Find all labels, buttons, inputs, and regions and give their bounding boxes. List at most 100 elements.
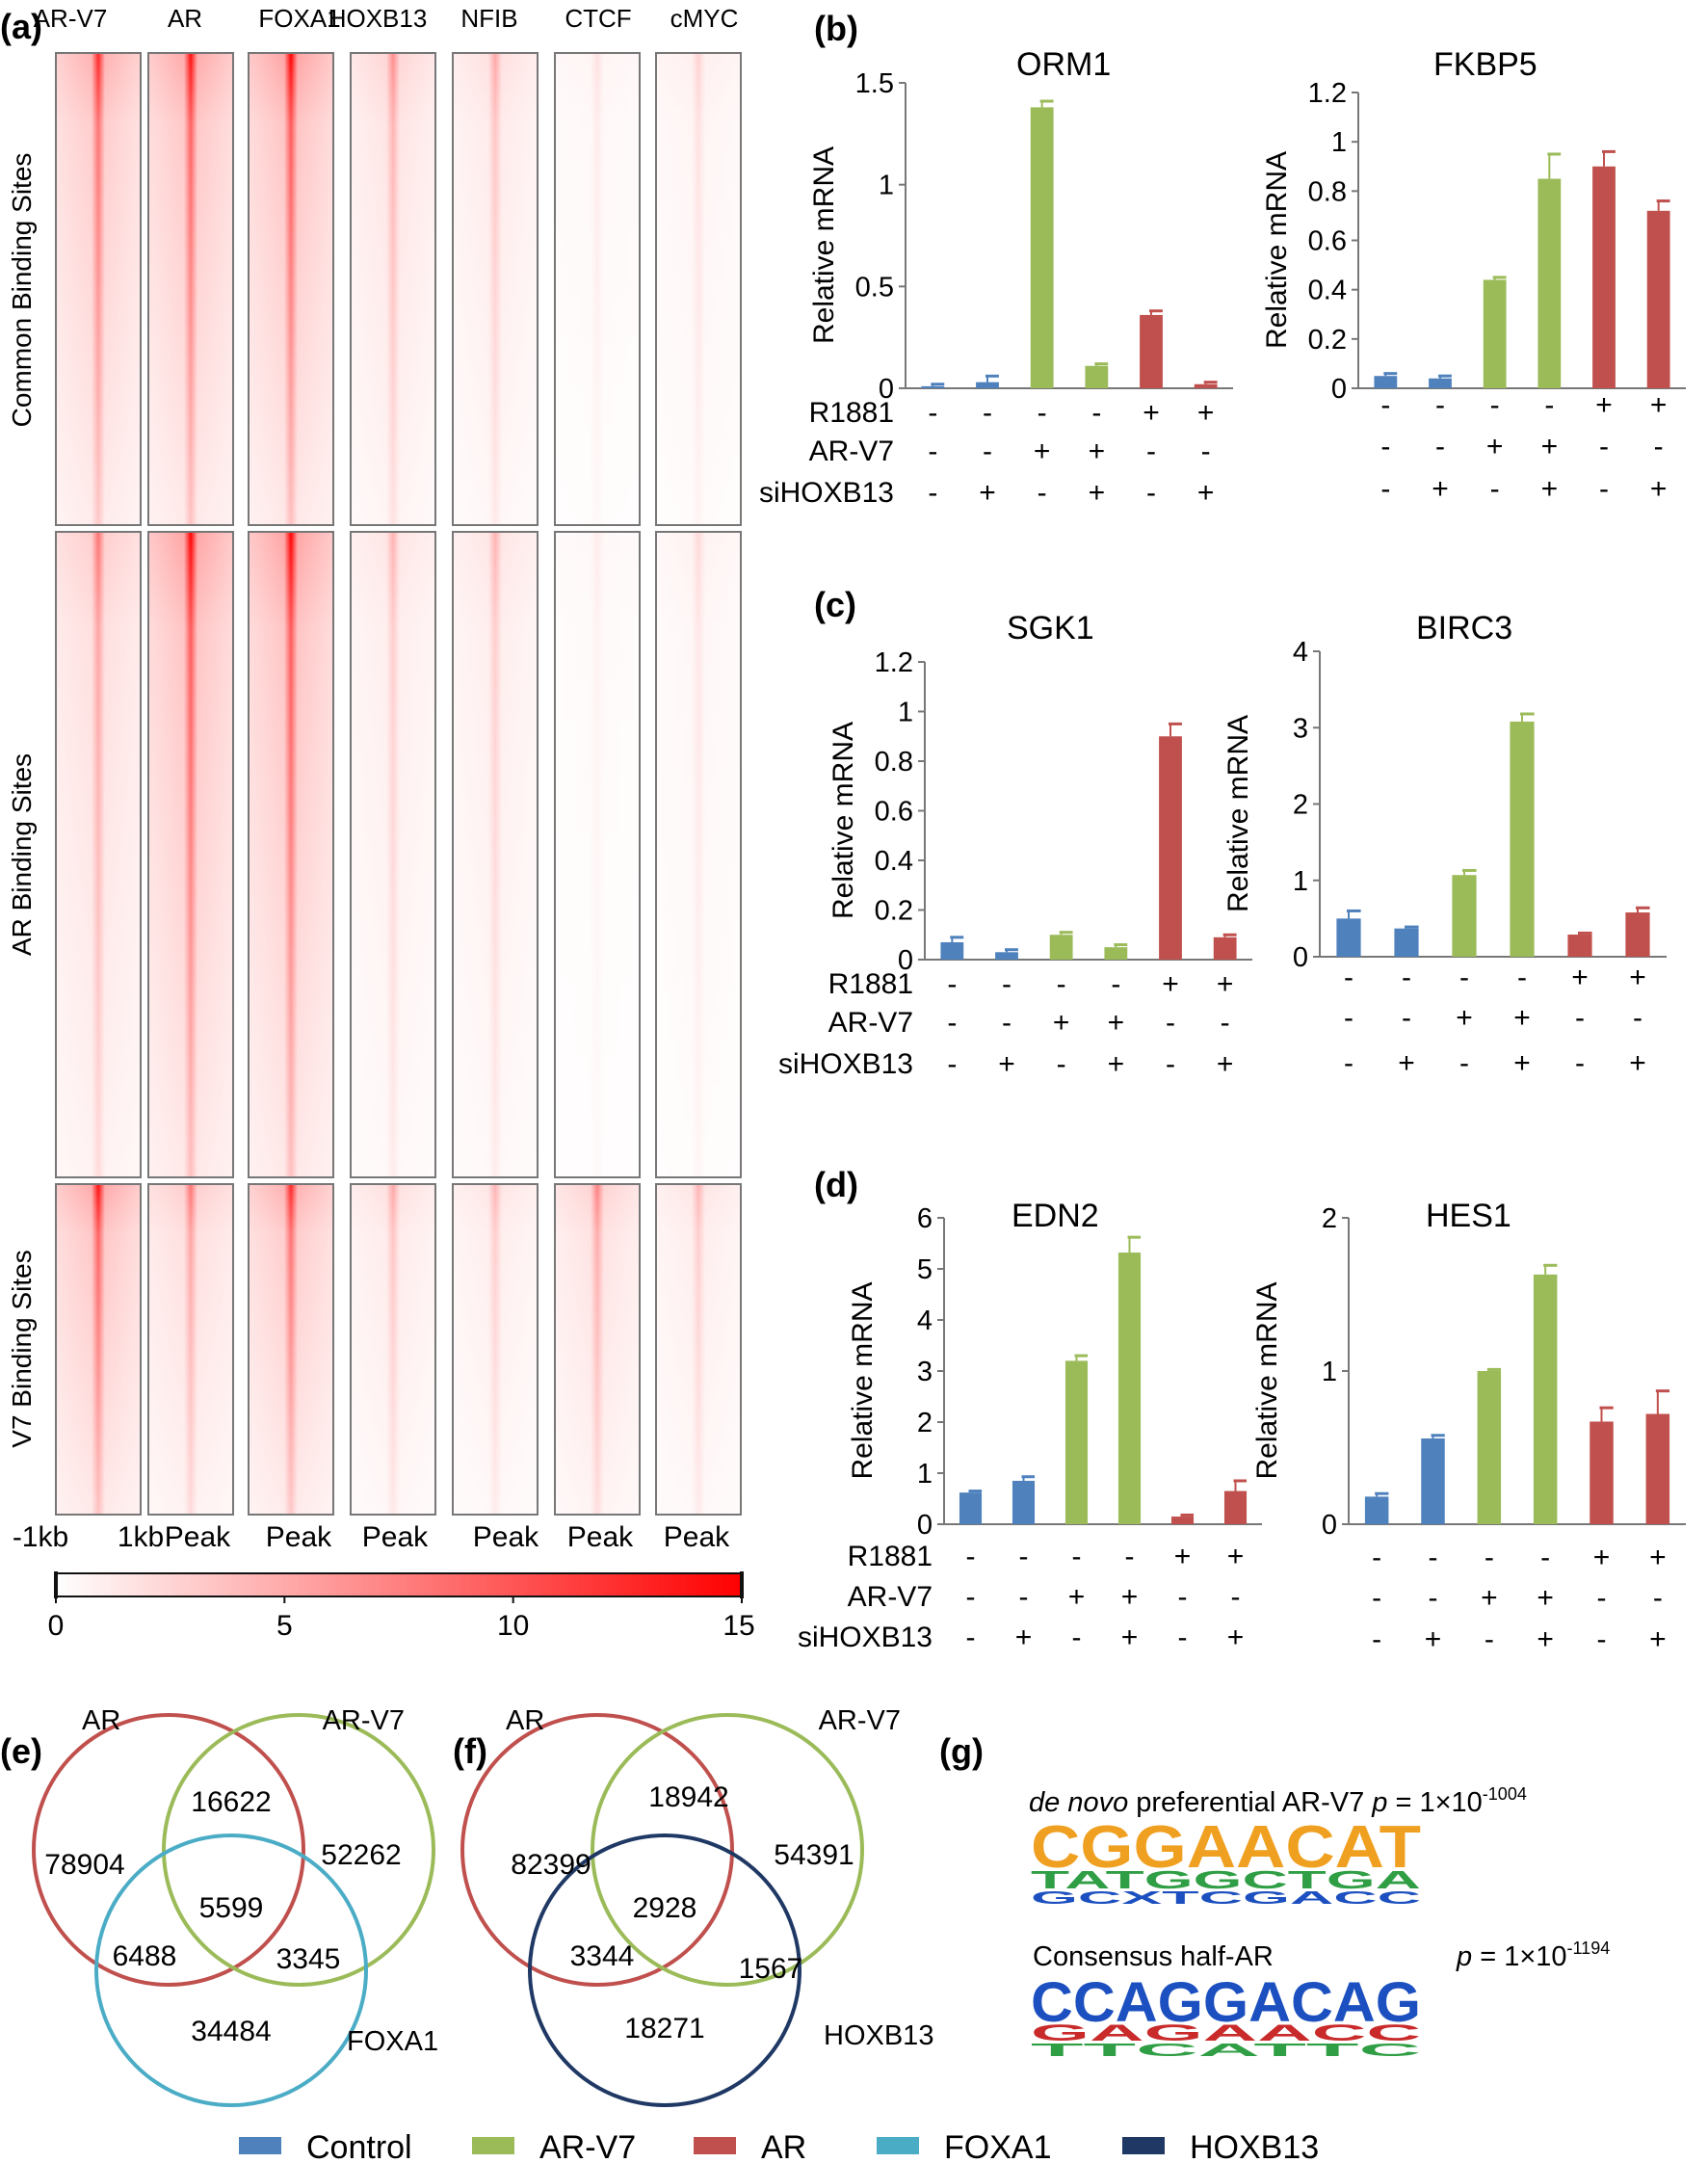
condition-sign: - — [1575, 1047, 1585, 1079]
heatmap-cell-border — [554, 531, 641, 1178]
heatmap-column-label: NFIB — [460, 4, 517, 33]
motif-top-title-italic: de novo — [1029, 1787, 1128, 1818]
y-tick-label: 2 — [917, 1408, 933, 1438]
condition-sign: + — [1432, 473, 1449, 505]
motif-top-title: de novo preferential AR-V7 p = 1×10-1004 — [1029, 1784, 1527, 1818]
condition-sign: + — [1197, 397, 1215, 429]
condition-sign: + — [1425, 1623, 1442, 1655]
heatmap-cell-border — [350, 52, 436, 526]
chart-title: SGK1 — [1007, 610, 1094, 646]
bar — [1429, 378, 1452, 388]
condition-sign: - — [1372, 1582, 1381, 1614]
condition-sign: - — [1429, 1582, 1438, 1614]
venn-set-label: AR — [82, 1705, 120, 1736]
condition-sign: + — [979, 477, 996, 509]
condition-sign: + — [998, 1048, 1015, 1080]
panel-label-b: (b) — [814, 9, 858, 48]
condition-sign: - — [983, 435, 992, 467]
heatmap-cell-border — [147, 531, 234, 1178]
condition-sign: - — [1178, 1622, 1188, 1653]
condition-sign: - — [1380, 389, 1390, 421]
panel-label-d: (d) — [814, 1165, 858, 1204]
venn-circle — [591, 1713, 864, 1987]
motif-top-p-label: p — [1371, 1787, 1387, 1818]
heatmap-x-label: Peak — [664, 1521, 730, 1553]
y-tick-label: 1 — [1322, 1357, 1337, 1387]
y-tick-label: 2 — [1293, 790, 1308, 821]
heatmap-cell-border — [350, 531, 436, 1178]
condition-sign: - — [1654, 431, 1664, 462]
heatmap-column-label: AR — [168, 4, 202, 33]
y-tick-label: 2 — [1322, 1203, 1337, 1234]
condition-sign: + — [1481, 1582, 1498, 1614]
heatmap-x-label: Peak — [567, 1521, 634, 1553]
heatmap-cell-border — [655, 1183, 742, 1516]
condition-sign: - — [928, 477, 937, 509]
condition-sign: + — [1108, 1007, 1125, 1039]
y-axis-label: Relative mRNA — [1222, 715, 1254, 912]
condition-sign: + — [1650, 473, 1668, 505]
bar — [1567, 935, 1592, 957]
venn-region-count: 18271 — [624, 2013, 704, 2044]
condition-sign: - — [1459, 962, 1469, 993]
heatmap-cell-fade — [148, 53, 233, 525]
condition-label: siHOXB13 — [759, 477, 894, 509]
motif-bottom-logo: CCAGGACAG GAGAACC TTCATTC — [1031, 1971, 1421, 2060]
heatmap-cell-border — [248, 531, 334, 1178]
condition-sign: - — [1575, 1002, 1585, 1034]
venn-set-label: FOXA1 — [347, 2026, 438, 2057]
heatmap-x-label: 1kb — [118, 1521, 164, 1553]
y-tick-label: 3 — [1293, 713, 1308, 744]
bar — [1030, 107, 1054, 389]
bar — [1064, 1360, 1089, 1524]
y-axis-label: Relative mRNA — [828, 722, 859, 919]
legend-swatch — [239, 2137, 281, 2154]
y-tick-label: 6 — [917, 1203, 933, 1234]
y-tick-label: 0.2 — [875, 896, 913, 927]
venn-region-count: 82399 — [511, 1849, 591, 1881]
condition-sign: - — [1485, 1542, 1494, 1573]
bar — [1117, 1253, 1142, 1524]
venn-set-label: AR — [506, 1705, 544, 1736]
condition-sign: - — [1435, 389, 1445, 421]
chart-title: EDN2 — [1012, 1198, 1099, 1234]
heatmap-cell-fade — [56, 1184, 141, 1515]
y-tick-label: 0.2 — [1308, 325, 1347, 356]
bar — [1452, 875, 1477, 957]
heatmap-cell-fade — [656, 532, 741, 1177]
condition-sign: - — [1380, 431, 1390, 462]
y-tick-label: 1.2 — [875, 647, 913, 678]
condition-sign: - — [1166, 1007, 1175, 1039]
condition-sign: - — [1485, 1623, 1494, 1655]
colorbar-tick-label: 10 — [497, 1610, 529, 1642]
motif-top-p-value: = 1×10 — [1387, 1787, 1482, 1818]
bar — [1213, 936, 1237, 960]
chart-title: FKBP5 — [1433, 46, 1537, 83]
legend-label: FOXA1 — [944, 2129, 1051, 2163]
condition-sign: - — [1372, 1623, 1381, 1655]
venn-region-count: 1567 — [739, 1953, 803, 1985]
heatmap-x-label: Peak — [165, 1521, 231, 1553]
bar — [1159, 736, 1182, 960]
condition-sign: - — [1459, 1047, 1469, 1079]
heatmap-cell-border — [55, 531, 142, 1178]
panel-label-e: (e) — [0, 1731, 42, 1771]
condition-sign: - — [1166, 1048, 1175, 1080]
y-tick-label: 1.2 — [1308, 78, 1347, 109]
panel-label-g: (g) — [939, 1731, 984, 1771]
condition-sign: - — [1221, 1007, 1230, 1039]
panel-label-a: (a) — [0, 7, 42, 46]
y-tick-label: 5 — [917, 1254, 933, 1285]
condition-sign: - — [1091, 397, 1101, 429]
condition-sign: - — [1002, 968, 1012, 1000]
condition-sign: - — [966, 1622, 976, 1653]
venn-circle — [528, 1833, 801, 2107]
heatmap-x-label: -1kb — [13, 1521, 68, 1553]
condition-sign: - — [1402, 962, 1411, 993]
motif-bottom-p-label: p — [1456, 1941, 1472, 1972]
condition-sign: - — [1540, 1542, 1550, 1573]
colorbar-tick-label: 5 — [276, 1610, 293, 1642]
y-tick-label: 1 — [917, 1459, 933, 1490]
